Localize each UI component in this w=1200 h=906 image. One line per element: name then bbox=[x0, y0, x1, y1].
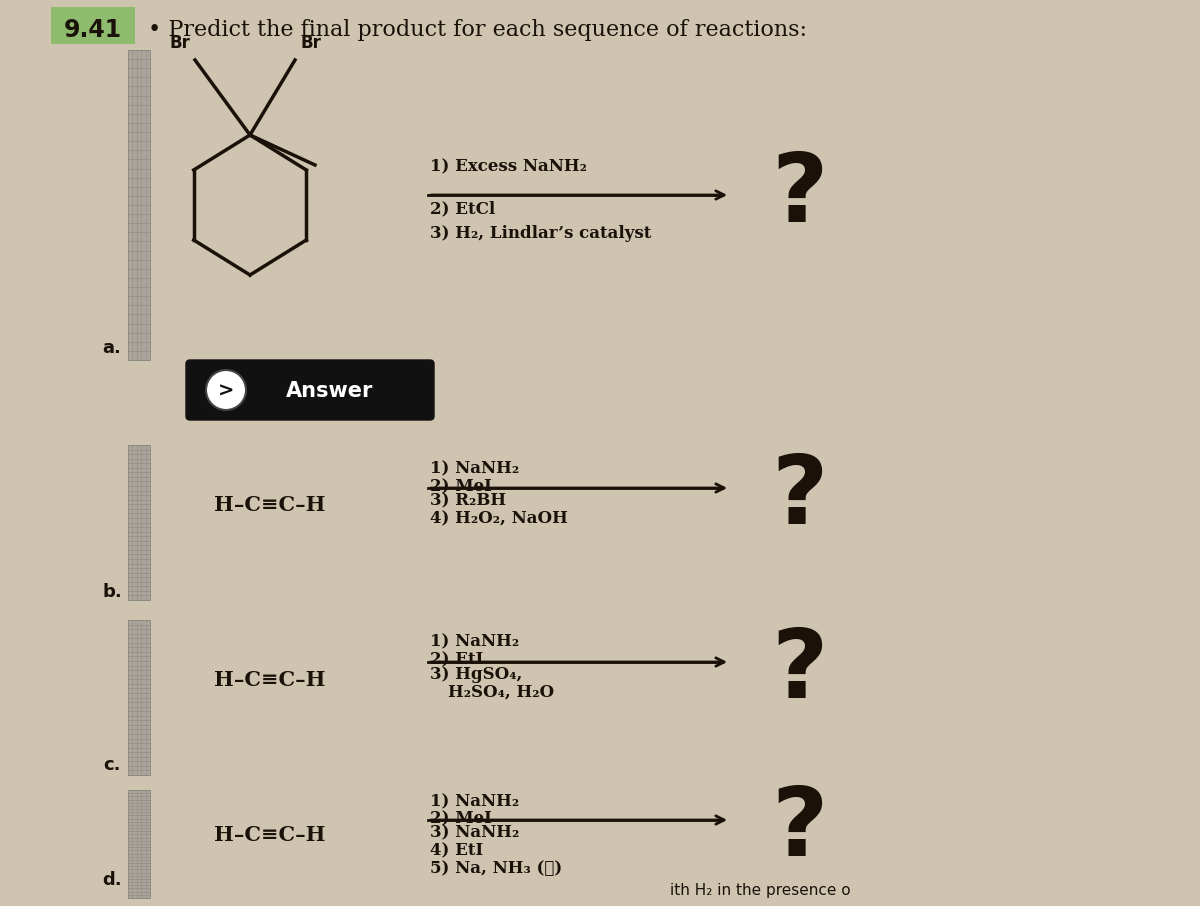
Text: • Predict the final product for each sequence of reactions:: • Predict the final product for each seq… bbox=[148, 19, 808, 41]
Text: H–C≡C–H: H–C≡C–H bbox=[215, 825, 325, 845]
Text: 2) MeI: 2) MeI bbox=[430, 478, 492, 495]
Text: 1) NaNH₂: 1) NaNH₂ bbox=[430, 793, 520, 810]
Text: 4) EtI: 4) EtI bbox=[430, 842, 484, 859]
Text: 2) MeI: 2) MeI bbox=[430, 810, 492, 827]
Circle shape bbox=[206, 370, 246, 410]
Bar bbox=[128, 620, 150, 775]
FancyBboxPatch shape bbox=[50, 7, 134, 44]
Text: 9.41: 9.41 bbox=[64, 18, 122, 42]
Text: H–C≡C–H: H–C≡C–H bbox=[215, 670, 325, 690]
Bar bbox=[128, 445, 150, 600]
Text: 3) HgSO₄,: 3) HgSO₄, bbox=[430, 666, 522, 683]
Text: ?: ? bbox=[772, 149, 828, 242]
Text: 3) H₂, Lindlar’s catalyst: 3) H₂, Lindlar’s catalyst bbox=[430, 225, 652, 242]
Text: Answer: Answer bbox=[287, 381, 373, 401]
Text: ?: ? bbox=[772, 784, 828, 876]
Text: 1) NaNH₂: 1) NaNH₂ bbox=[430, 460, 520, 477]
Text: H–C≡C–H: H–C≡C–H bbox=[215, 495, 325, 515]
Text: 3) NaNH₂: 3) NaNH₂ bbox=[430, 824, 520, 841]
Text: 1) NaNH₂: 1) NaNH₂ bbox=[430, 633, 520, 650]
Text: 1) Excess NaNH₂: 1) Excess NaNH₂ bbox=[430, 158, 587, 175]
Text: 4) H₂O₂, NaOH: 4) H₂O₂, NaOH bbox=[430, 510, 568, 527]
Text: ith H₂ in the presence o: ith H₂ in the presence o bbox=[670, 883, 851, 898]
Text: 5) Na, NH₃ (ℓ): 5) Na, NH₃ (ℓ) bbox=[430, 860, 563, 877]
Text: Br: Br bbox=[300, 34, 320, 52]
Bar bbox=[128, 50, 150, 360]
Text: Br: Br bbox=[169, 34, 190, 52]
Text: ?: ? bbox=[772, 451, 828, 545]
FancyBboxPatch shape bbox=[186, 360, 434, 420]
Bar bbox=[128, 790, 150, 898]
Text: 2) EtI: 2) EtI bbox=[430, 651, 484, 668]
Text: c.: c. bbox=[103, 756, 121, 774]
Text: H₂SO₄, H₂O: H₂SO₄, H₂O bbox=[448, 684, 554, 701]
Text: 3) R₂BH: 3) R₂BH bbox=[430, 492, 506, 509]
Text: ?: ? bbox=[772, 625, 828, 718]
Text: a.: a. bbox=[102, 339, 121, 357]
Text: d.: d. bbox=[102, 871, 122, 889]
Text: b.: b. bbox=[102, 583, 122, 601]
Text: 2) EtCl: 2) EtCl bbox=[430, 200, 496, 217]
Text: >: > bbox=[218, 381, 234, 400]
